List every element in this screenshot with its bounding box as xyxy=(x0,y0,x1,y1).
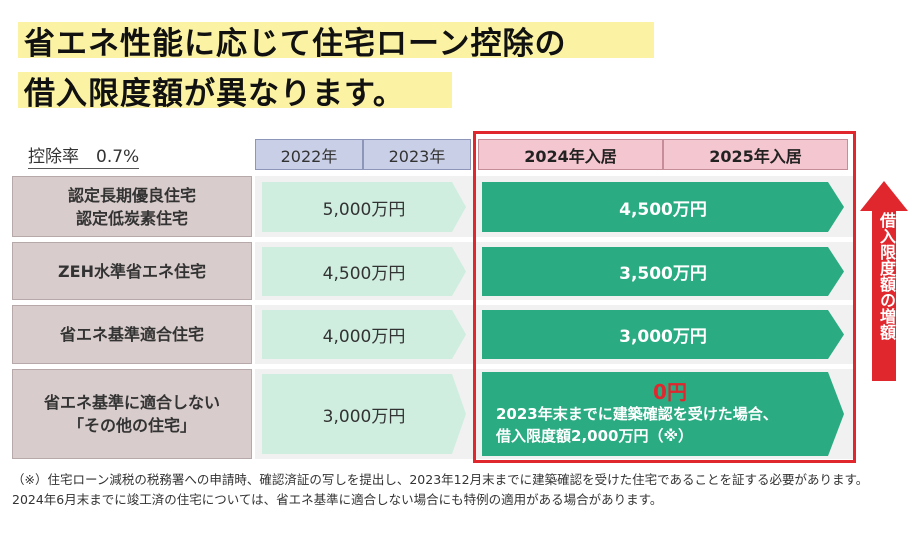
row-label-1-line2: 認定低炭素住宅 xyxy=(75,208,188,228)
value-2022-2023-row2: 4,500万円 xyxy=(262,247,466,296)
value-2024-2025-row4-note1: 2023年末までに建築確認を受けた場合、 xyxy=(496,405,778,423)
value-2024-2025-row2-text: 3,500万円 xyxy=(619,264,707,284)
row-label-3-line1: 省エネ基準適合住宅 xyxy=(59,325,204,344)
value-2022-2023-row3-text: 4,000万円 xyxy=(322,327,406,347)
value-2024-2025-row3: 3,000万円 xyxy=(482,310,844,359)
row-label-4-line1: 省エネ基準に適合しない xyxy=(43,393,220,412)
row-label-3: 省エネ基準適合住宅 xyxy=(12,305,252,364)
value-2022-2023-row4-text: 3,000万円 xyxy=(322,406,406,427)
row-label-2: ZEH水準省エネ住宅 xyxy=(12,242,252,300)
value-2024-2025-row1-text: 4,500万円 xyxy=(619,199,707,220)
header-2022: 2022年 xyxy=(255,139,363,170)
value-2024-2025-row3-text: 3,000万円 xyxy=(619,327,707,347)
row-label-4-line2: 「その他の住宅」 xyxy=(67,416,196,435)
row-label-2-line1: ZEH水準省エネ住宅 xyxy=(58,261,206,281)
page-title-line1: 省エネ性能に応じて住宅ローン控除の xyxy=(24,26,567,62)
value-2024-2025-row2: 3,500万円 xyxy=(482,247,844,296)
footnote: （※）住宅ローン減税の税務署への申請時、確認済証の写しを提出し、2023年12月… xyxy=(12,472,869,507)
row-label-4: 省エネ基準に適合しない 「その他の住宅」 xyxy=(12,369,252,459)
page-title-line2: 借入限度額が異なります。 xyxy=(24,76,405,112)
value-2024-2025-row4: 0円 2023年末までに建築確認を受けた場合、 借入限度額2,000万円（※） xyxy=(482,372,844,456)
value-2024-2025-row1: 4,500万円 xyxy=(482,182,844,232)
highlight-box-2024-2025 xyxy=(473,131,856,463)
row-label-1-line1: 認定長期優良住宅 xyxy=(67,185,196,205)
header-2023: 2023年 xyxy=(363,139,471,170)
value-2022-2023-row3: 4,000万円 xyxy=(262,310,466,359)
title-highlight-1 xyxy=(18,22,654,58)
title-highlight-2 xyxy=(18,72,452,108)
row-label-1: 認定長期優良住宅 認定低炭素住宅 xyxy=(12,176,252,237)
value-2024-2025-row4-zero: 0円 xyxy=(653,380,687,404)
deduction-rate-label: 控除率 0.7% xyxy=(28,142,140,169)
header-2025: 2025年入居 xyxy=(663,139,848,170)
increase-arrow-icon xyxy=(860,181,908,381)
value-2022-2023-row4: 3,000万円 xyxy=(262,374,466,454)
value-2022-2023-row2-text: 4,500万円 xyxy=(322,264,406,284)
value-2022-2023-row1: 5,000万円 xyxy=(262,182,466,232)
value-2022-2023-row1-text: 5,000万円 xyxy=(322,199,406,220)
value-2024-2025-row4-note2: 借入限度額2,000万円（※） xyxy=(496,427,694,445)
header-2024: 2024年入居 xyxy=(478,139,663,170)
increase-label: 借入限度額の増額 xyxy=(877,212,896,340)
